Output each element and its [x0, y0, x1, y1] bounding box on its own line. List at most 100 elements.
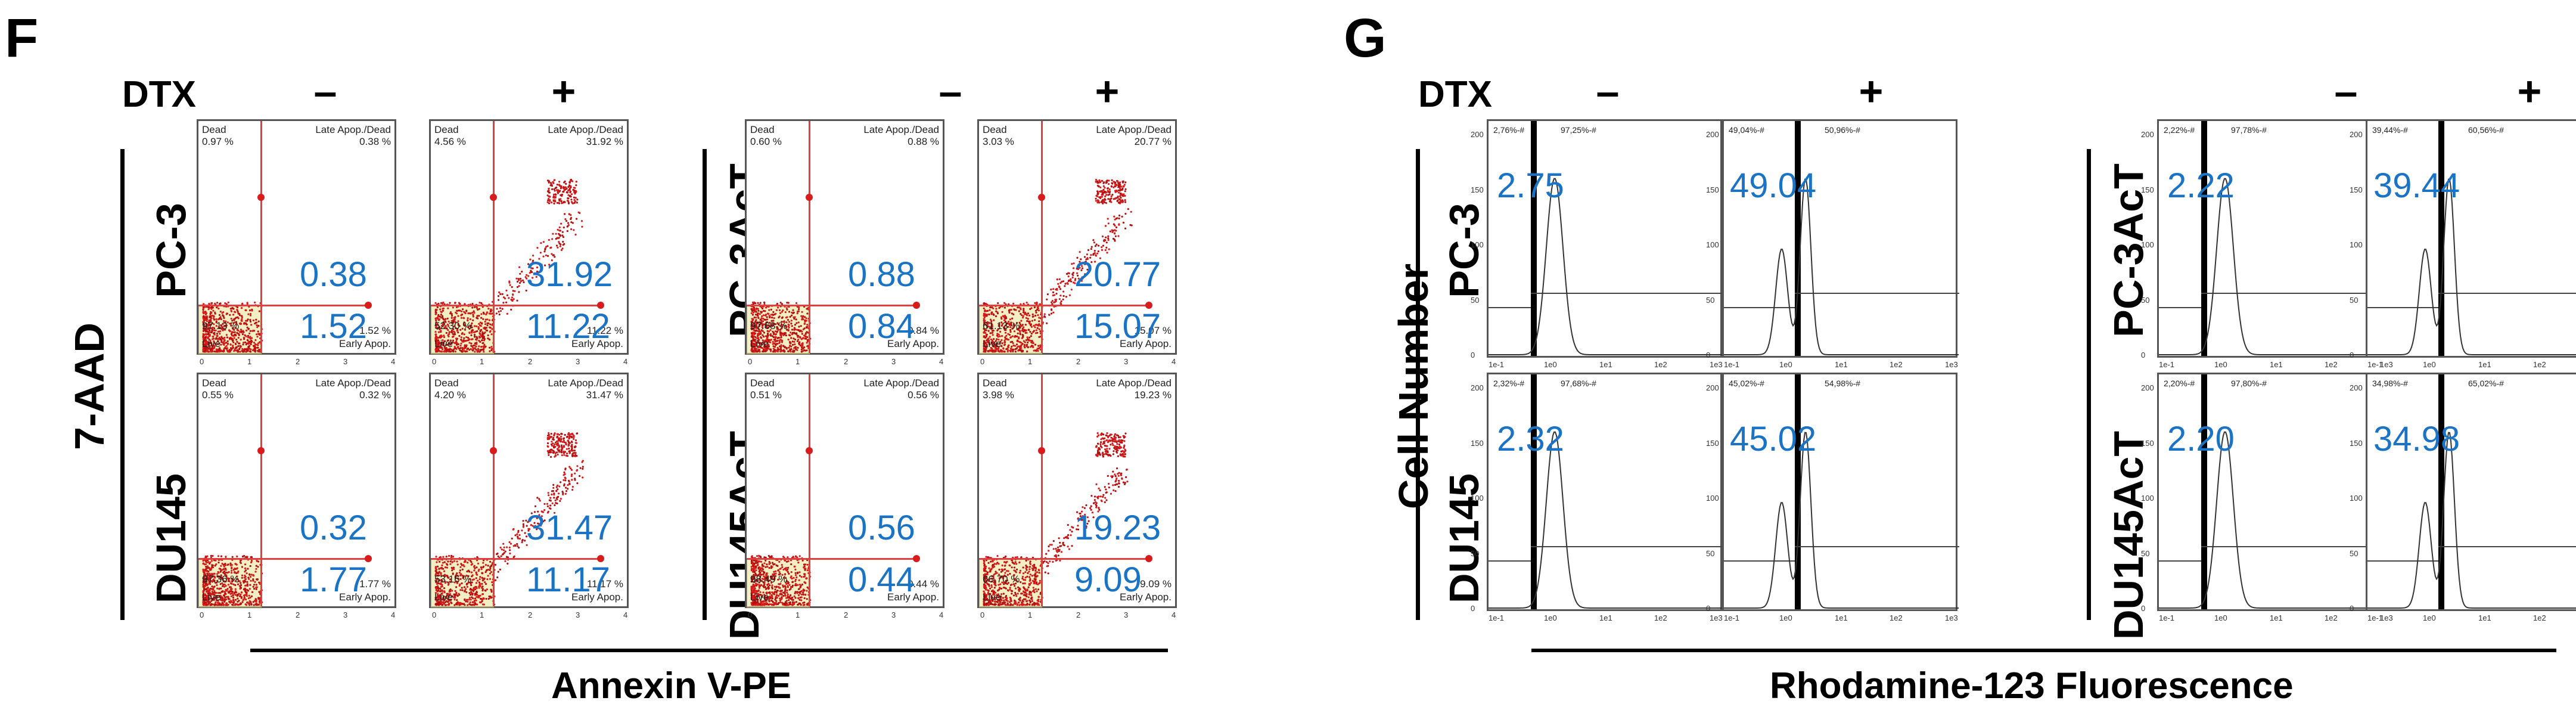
- event-dot: [479, 330, 481, 332]
- event-dot: [491, 328, 493, 330]
- event-dot: [544, 249, 546, 251]
- event-dot: [457, 323, 459, 326]
- event-dot: [480, 302, 483, 305]
- event-dot: [221, 562, 223, 565]
- event-dot: [557, 453, 559, 456]
- event-dot: [220, 324, 222, 327]
- event-dot: [234, 599, 237, 601]
- event-dot: [522, 279, 524, 281]
- event-dot: [1020, 320, 1023, 322]
- event-dot: [213, 332, 215, 334]
- event-dot: [1101, 190, 1103, 193]
- event-dot: [530, 280, 532, 283]
- event-dot: [575, 442, 577, 444]
- event-dot: [235, 317, 237, 319]
- event-dot: [512, 528, 515, 530]
- event-dot: [557, 437, 560, 439]
- event-dot: [486, 578, 489, 581]
- event-dot: [549, 436, 551, 439]
- event-dot: [522, 526, 524, 528]
- event-dot: [568, 466, 571, 468]
- event-dot: [237, 342, 240, 345]
- event-dot: [445, 325, 447, 327]
- event-dot: [464, 345, 466, 348]
- event-dot: [210, 568, 212, 571]
- event-dot: [760, 323, 763, 325]
- event-dot: [481, 337, 484, 340]
- event-dot: [508, 541, 511, 544]
- event-dot: [1000, 321, 1003, 324]
- event-dot: [251, 340, 253, 343]
- event-dot: [1021, 334, 1024, 336]
- event-dot: [563, 227, 565, 229]
- event-dot: [797, 310, 799, 313]
- event-dot: [1005, 328, 1007, 331]
- event-dot: [782, 321, 785, 323]
- event-dot: [751, 334, 753, 336]
- event-dot: [510, 308, 512, 311]
- quadrant-live-label: Live: [983, 338, 1002, 349]
- event-dot: [481, 342, 484, 345]
- event-dot: [248, 578, 250, 580]
- event-dot: [443, 340, 446, 342]
- quadrant-early-label: Early Apop.: [339, 338, 391, 349]
- event-dot: [212, 588, 215, 591]
- event-dot: [436, 336, 438, 339]
- event-dot: [989, 326, 992, 328]
- event-dot: [1068, 279, 1070, 281]
- event-dot: [480, 346, 483, 348]
- event-dot: [481, 582, 483, 585]
- event-dot: [1035, 311, 1037, 314]
- event-dot: [787, 326, 790, 328]
- event-dot: [231, 307, 234, 309]
- event-dot: [207, 342, 210, 344]
- event-dot: [800, 345, 802, 347]
- event-dot: [490, 333, 493, 336]
- quadrant-live-pct: 52.30 %: [434, 320, 472, 331]
- event-dot: [440, 330, 442, 332]
- event-dot: [204, 329, 206, 331]
- event-dot: [538, 258, 540, 260]
- event-dot: [509, 549, 511, 551]
- event-dot: [224, 596, 226, 599]
- event-dot: [1077, 282, 1079, 284]
- event-dot: [253, 345, 255, 347]
- event-dot: [1121, 181, 1124, 184]
- event-dot: [568, 447, 570, 450]
- event-dot: [244, 341, 247, 343]
- event-dot: [1029, 339, 1031, 342]
- event-dot: [554, 455, 556, 458]
- event-dot: [791, 343, 794, 346]
- event-dot: [484, 321, 486, 323]
- event-dot: [486, 329, 489, 332]
- event-dot: [224, 302, 226, 305]
- event-dot: [1022, 315, 1024, 317]
- event-dot: [1039, 344, 1042, 346]
- event-dot: [468, 349, 471, 351]
- event-dot: [474, 597, 477, 600]
- event-dot: [1009, 309, 1011, 311]
- event-dot: [797, 346, 799, 349]
- x-tick-label: 0: [200, 610, 204, 619]
- event-dot: [772, 343, 774, 345]
- quadrant-dead-pct: 0.60 %: [750, 136, 782, 147]
- event-dot: [229, 586, 232, 588]
- event-dot: [1076, 256, 1079, 259]
- event-dot: [467, 337, 470, 339]
- event-dot: [465, 339, 468, 342]
- event-dot: [483, 351, 485, 353]
- annexin-dot-plot: Dead 0.97 % Late Apop./Dead 0.38 % Live 97.13…: [197, 119, 396, 365]
- event-dot: [768, 309, 770, 311]
- event-dot: [204, 314, 207, 316]
- event-dot: [231, 593, 233, 595]
- event-dot: [452, 306, 454, 309]
- event-dot: [442, 562, 444, 564]
- event-dot: [552, 483, 555, 486]
- event-dot: [480, 313, 483, 315]
- event-dot: [497, 295, 500, 297]
- event-dot: [1009, 318, 1011, 321]
- event-dot: [557, 444, 559, 447]
- event-dot: [769, 321, 771, 324]
- event-dot: [446, 343, 449, 346]
- event-dot: [221, 602, 223, 604]
